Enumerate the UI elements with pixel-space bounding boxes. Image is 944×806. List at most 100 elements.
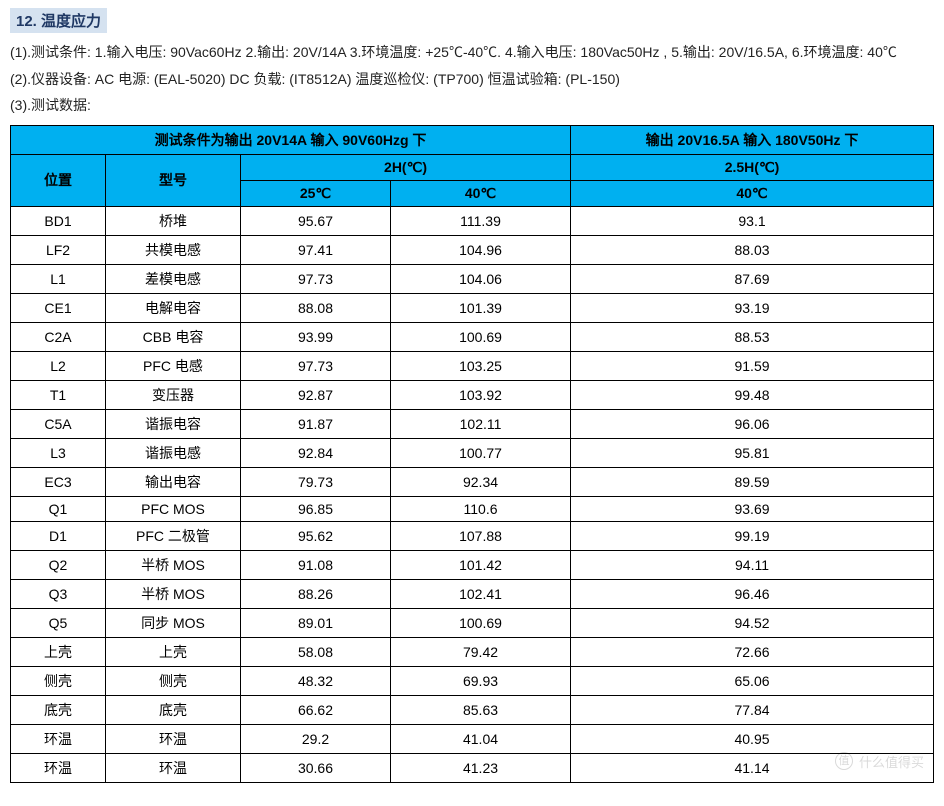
table-cell-v3: 93.1 xyxy=(571,206,934,235)
table-cell-v1: 88.26 xyxy=(241,579,391,608)
table-cell-pos: Q1 xyxy=(11,496,106,521)
table-cell-model: CBB 电容 xyxy=(106,322,241,351)
table-cell-pos: EC3 xyxy=(11,467,106,496)
table-cell-v2: 69.93 xyxy=(391,666,571,695)
table-cell-v1: 30.66 xyxy=(241,753,391,782)
table-cell-pos: L3 xyxy=(11,438,106,467)
table-cell-v3: 96.06 xyxy=(571,409,934,438)
table-cell-v3: 91.59 xyxy=(571,351,934,380)
table-cell-v3: 94.11 xyxy=(571,550,934,579)
table-cell-v2: 102.11 xyxy=(391,409,571,438)
table-header: 测试条件为输出 20V14A 输入 90V60Hzg 下 输出 20V16.5A… xyxy=(11,125,934,206)
table-cell-v1: 95.67 xyxy=(241,206,391,235)
table-cell-v3: 72.66 xyxy=(571,637,934,666)
table-body: BD1桥堆95.67111.3993.1LF2共模电感97.41104.9688… xyxy=(11,206,934,782)
table-row: 环温环温29.241.0440.95 xyxy=(11,724,934,753)
table-row: 上壳上壳58.0879.4272.66 xyxy=(11,637,934,666)
table-cell-pos: D1 xyxy=(11,521,106,550)
table-cell-v1: 91.08 xyxy=(241,550,391,579)
table-cell-model: 桥堆 xyxy=(106,206,241,235)
table-cell-model: 变压器 xyxy=(106,380,241,409)
table-cell-v1: 96.85 xyxy=(241,496,391,521)
table-cell-v3: 40.95 xyxy=(571,724,934,753)
table-cell-v3: 77.84 xyxy=(571,695,934,724)
header-model: 型号 xyxy=(106,154,241,206)
table-cell-pos: 底壳 xyxy=(11,695,106,724)
table-cell-v2: 100.69 xyxy=(391,322,571,351)
table-cell-model: PFC 电感 xyxy=(106,351,241,380)
table-cell-pos: Q3 xyxy=(11,579,106,608)
header-position: 位置 xyxy=(11,154,106,206)
table-cell-v2: 85.63 xyxy=(391,695,571,724)
table-row: LF2共模电感97.41104.9688.03 xyxy=(11,235,934,264)
table-cell-v2: 41.23 xyxy=(391,753,571,782)
table-cell-v3: 88.03 xyxy=(571,235,934,264)
table-cell-v3: 93.69 xyxy=(571,496,934,521)
table-cell-pos: LF2 xyxy=(11,235,106,264)
table-row: Q1PFC MOS96.85110.693.69 xyxy=(11,496,934,521)
table-cell-pos: Q2 xyxy=(11,550,106,579)
table-cell-v1: 97.73 xyxy=(241,264,391,293)
watermark-text: 什么值得买 xyxy=(859,752,924,771)
table-cell-model: 谐振电感 xyxy=(106,438,241,467)
watermark: 值 什么值得买 xyxy=(835,752,924,771)
table-cell-v1: 48.32 xyxy=(241,666,391,695)
table-cell-v1: 58.08 xyxy=(241,637,391,666)
table-cell-model: PFC MOS xyxy=(106,496,241,521)
table-cell-v1: 29.2 xyxy=(241,724,391,753)
table-cell-pos: L1 xyxy=(11,264,106,293)
table-row: CE1电解电容88.08101.3993.19 xyxy=(11,293,934,322)
table-row: 侧壳侧壳48.3269.9365.06 xyxy=(11,666,934,695)
table-cell-v2: 104.96 xyxy=(391,235,571,264)
desc-line-3: (3).测试数据: xyxy=(10,92,934,119)
table-row: Q5同步 MOS89.01100.6994.52 xyxy=(11,608,934,637)
desc-line-1: (1).测试条件: 1.输入电压: 90Vac60Hz 2.输出: 20V/14… xyxy=(10,39,934,66)
table-cell-v1: 92.87 xyxy=(241,380,391,409)
table-cell-v2: 101.42 xyxy=(391,550,571,579)
table-cell-v1: 79.73 xyxy=(241,467,391,496)
table-cell-model: 侧壳 xyxy=(106,666,241,695)
table-cell-model: 半桥 MOS xyxy=(106,550,241,579)
description-block: (1).测试条件: 1.输入电压: 90Vac60Hz 2.输出: 20V/14… xyxy=(10,39,934,119)
header-2p5h: 2.5H(℃) xyxy=(571,154,934,180)
table-cell-v2: 100.77 xyxy=(391,438,571,467)
table-cell-v2: 103.92 xyxy=(391,380,571,409)
table-row: BD1桥堆95.67111.3993.1 xyxy=(11,206,934,235)
table-row: Q3半桥 MOS88.26102.4196.46 xyxy=(11,579,934,608)
table-row: C5A谐振电容91.87102.1196.06 xyxy=(11,409,934,438)
table-cell-pos: T1 xyxy=(11,380,106,409)
table-cell-model: 电解电容 xyxy=(106,293,241,322)
table-cell-model: 半桥 MOS xyxy=(106,579,241,608)
table-cell-v1: 92.84 xyxy=(241,438,391,467)
table-cell-v2: 79.42 xyxy=(391,637,571,666)
table-cell-model: 输出电容 xyxy=(106,467,241,496)
table-row: Q2半桥 MOS91.08101.4294.11 xyxy=(11,550,934,579)
table-cell-v3: 88.53 xyxy=(571,322,934,351)
table-cell-v1: 66.62 xyxy=(241,695,391,724)
table-cell-v2: 41.04 xyxy=(391,724,571,753)
header-title-right: 输出 20V16.5A 输入 180V50Hz 下 xyxy=(571,125,934,154)
table-cell-model: 差模电感 xyxy=(106,264,241,293)
table-cell-v1: 91.87 xyxy=(241,409,391,438)
table-cell-v2: 107.88 xyxy=(391,521,571,550)
table-row: D1PFC 二极管95.62107.8899.19 xyxy=(11,521,934,550)
table-cell-v1: 97.73 xyxy=(241,351,391,380)
table-row: EC3输出电容79.7392.3489.59 xyxy=(11,467,934,496)
table-row: 底壳底壳66.6285.6377.84 xyxy=(11,695,934,724)
table-cell-v1: 95.62 xyxy=(241,521,391,550)
table-cell-pos: Q5 xyxy=(11,608,106,637)
table-cell-v3: 93.19 xyxy=(571,293,934,322)
table-cell-model: 同步 MOS xyxy=(106,608,241,637)
table-cell-v2: 111.39 xyxy=(391,206,571,235)
table-row: C2ACBB 电容93.99100.6988.53 xyxy=(11,322,934,351)
desc-line-2: (2).仪器设备: AC 电源: (EAL-5020) DC 负载: (IT85… xyxy=(10,66,934,93)
table-cell-v3: 95.81 xyxy=(571,438,934,467)
header-40c-a: 40℃ xyxy=(391,180,571,206)
table-cell-v1: 93.99 xyxy=(241,322,391,351)
table-cell-v2: 103.25 xyxy=(391,351,571,380)
table-cell-v3: 65.06 xyxy=(571,666,934,695)
table-cell-v2: 100.69 xyxy=(391,608,571,637)
table-row: L1差模电感97.73104.0687.69 xyxy=(11,264,934,293)
table-cell-v1: 97.41 xyxy=(241,235,391,264)
section-title: 12. 温度应力 xyxy=(10,8,107,33)
